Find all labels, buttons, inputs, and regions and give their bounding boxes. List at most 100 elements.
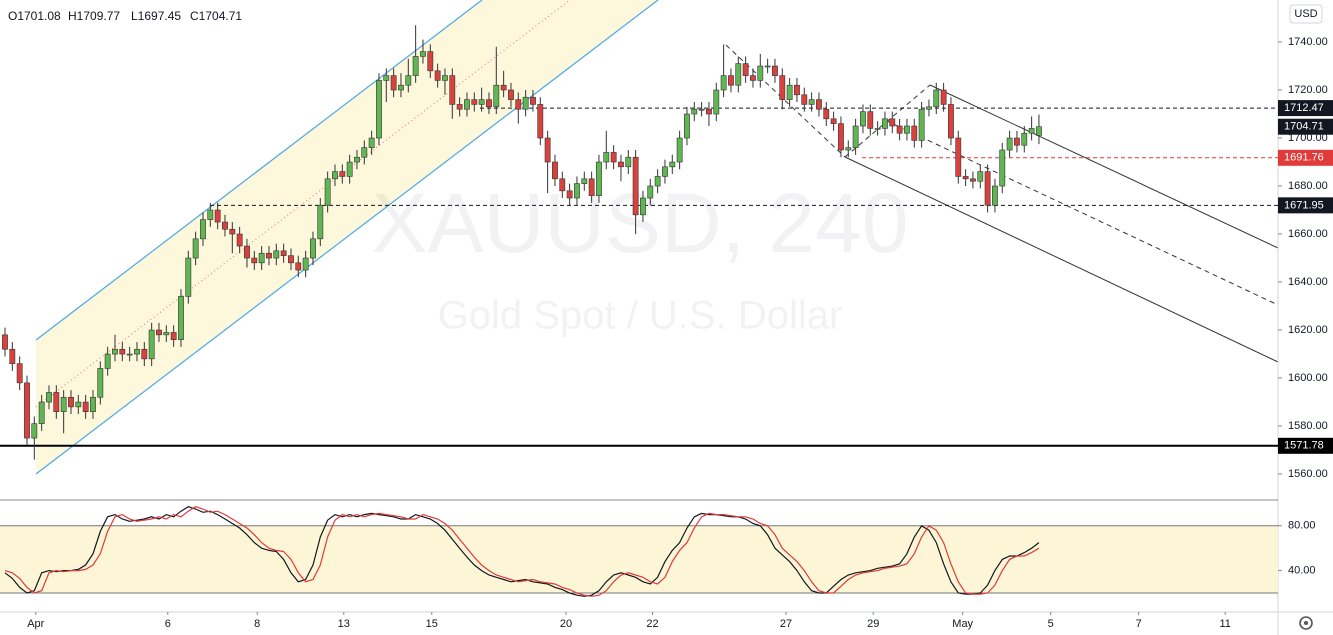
candle-body <box>273 250 280 259</box>
candle-body <box>420 51 426 57</box>
candle-body <box>82 401 89 412</box>
candle-body <box>1036 126 1042 136</box>
candle-body <box>449 75 456 105</box>
candle-body <box>236 233 243 247</box>
candle-body <box>383 75 390 81</box>
candle-body <box>493 84 500 108</box>
candle-body <box>1006 137 1013 151</box>
candle-body <box>728 75 734 86</box>
candle-body <box>896 125 903 134</box>
candle-body <box>16 363 23 384</box>
price-level-label: 1704.71 <box>1284 121 1324 133</box>
x-tick-label: 6 <box>165 618 171 630</box>
currency-box[interactable] <box>1289 4 1323 24</box>
candle-body <box>713 89 720 115</box>
candle-body <box>764 65 771 68</box>
candle-body <box>830 118 837 124</box>
candle-body <box>559 178 566 192</box>
candle-body <box>742 63 749 76</box>
x-tick-label: 13 <box>338 618 350 630</box>
candle-body <box>251 257 258 264</box>
candle-body <box>596 161 602 196</box>
candle-body <box>119 348 126 355</box>
x-tick-label: 7 <box>1136 618 1142 630</box>
candle-body <box>112 348 118 355</box>
y2-tick-label: 80.00 <box>1288 520 1316 532</box>
settings-icon[interactable] <box>1299 616 1313 630</box>
candle-body <box>581 178 588 184</box>
candle-body <box>486 99 492 108</box>
candle-body <box>126 353 133 356</box>
x-tick-label: 29 <box>867 618 879 630</box>
x-tick-label: 22 <box>646 618 658 630</box>
candle-body <box>38 401 45 424</box>
price-level-tag <box>1278 149 1333 166</box>
ohlc-low: L1697.45 <box>131 9 181 23</box>
candle-body <box>346 161 353 177</box>
candle-body <box>955 137 962 177</box>
candle-body <box>1028 128 1035 134</box>
candle-body <box>706 108 712 115</box>
gear-center[interactable] <box>1304 621 1308 625</box>
gear[interactable] <box>1299 616 1313 630</box>
candle-body <box>24 382 30 439</box>
candle-body <box>610 152 617 163</box>
channel-lower <box>35 0 659 475</box>
candle-body <box>794 84 800 96</box>
candle-body <box>302 257 309 271</box>
price-level-tag <box>1278 118 1333 135</box>
ohlc-high: H1709.77 <box>68 9 120 23</box>
candle-body <box>324 178 331 206</box>
candle-body <box>786 84 793 100</box>
candle-body <box>860 111 866 127</box>
candle-body <box>537 104 544 139</box>
candle-body <box>882 118 888 129</box>
candle-body <box>735 63 742 86</box>
price-level-tag <box>1278 100 1333 117</box>
channel-upper <box>35 0 483 341</box>
y2-tick-label: 40.00 <box>1288 564 1316 576</box>
candle-body <box>134 348 140 355</box>
candle-body <box>603 152 610 163</box>
candle-body <box>339 171 346 177</box>
candle-body <box>500 84 507 91</box>
candle-body <box>984 171 991 206</box>
price-level-tag <box>1278 437 1333 454</box>
y-tick-label: 1640.00 <box>1288 276 1328 288</box>
candle-body <box>405 75 412 86</box>
candle-body <box>962 176 969 180</box>
candle-body <box>156 329 162 336</box>
candle-body <box>691 108 698 115</box>
candle-body <box>471 99 478 105</box>
candle-body <box>412 56 419 76</box>
candle-body <box>258 252 265 264</box>
candle-body <box>280 250 287 256</box>
x-tick-label: Apr <box>27 618 44 630</box>
candle-body <box>317 204 324 240</box>
candle-body <box>926 106 932 110</box>
candle-body <box>757 65 764 81</box>
candle-body <box>889 118 896 127</box>
candle-body <box>654 176 661 187</box>
candle-body <box>669 161 676 168</box>
candle-body <box>632 156 639 216</box>
candle-body <box>361 147 368 158</box>
ohlc-open: O1701.08 <box>8 9 61 23</box>
candle-body <box>464 99 470 110</box>
price-level-tag <box>1278 197 1333 214</box>
oscillator-line <box>4 506 1040 597</box>
candle-body <box>662 166 668 177</box>
candle-body <box>214 209 221 223</box>
candle-body <box>200 219 206 240</box>
candle-body <box>1014 137 1020 146</box>
candle-body <box>588 178 595 196</box>
candle-body <box>442 75 448 81</box>
pitchfork-upper <box>929 84 1279 249</box>
candle-body <box>676 137 683 163</box>
candle-body <box>222 221 228 230</box>
candle-body <box>427 51 434 72</box>
candle-body <box>522 96 529 110</box>
candle-body <box>874 128 881 130</box>
candle-body <box>390 75 397 91</box>
